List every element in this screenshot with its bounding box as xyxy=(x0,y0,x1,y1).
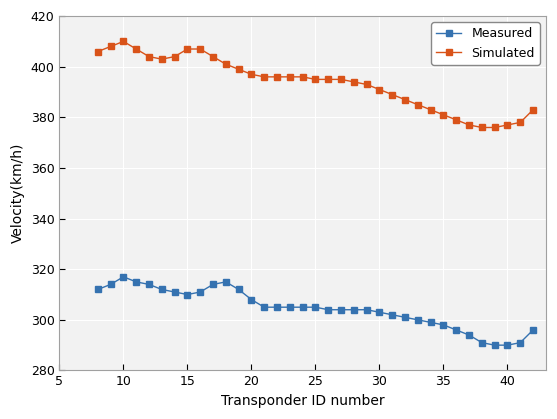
Simulated xyxy=(159,57,165,62)
Measured xyxy=(363,307,370,312)
Measured xyxy=(312,305,319,310)
Measured xyxy=(209,282,216,287)
Simulated xyxy=(312,77,319,82)
Simulated xyxy=(504,122,511,127)
Measured xyxy=(517,340,524,345)
Simulated xyxy=(402,97,408,102)
Measured xyxy=(235,287,242,292)
Measured xyxy=(146,282,153,287)
Simulated xyxy=(453,117,460,122)
Simulated xyxy=(440,112,447,117)
Simulated xyxy=(389,92,395,97)
Simulated xyxy=(466,122,472,127)
Simulated xyxy=(325,77,331,82)
Line: Measured: Measured xyxy=(95,274,536,348)
Simulated xyxy=(491,125,498,130)
Measured xyxy=(273,305,280,310)
Measured xyxy=(504,343,511,348)
Measured xyxy=(261,305,267,310)
Measured xyxy=(222,279,229,285)
Measured xyxy=(286,305,293,310)
Simulated xyxy=(248,72,255,77)
Measured xyxy=(95,287,101,292)
Simulated xyxy=(299,74,306,79)
Simulated xyxy=(120,39,127,44)
Measured xyxy=(466,333,472,338)
Simulated xyxy=(235,67,242,72)
Simulated xyxy=(261,74,267,79)
Measured xyxy=(133,279,140,285)
Measured xyxy=(299,305,306,310)
Simulated xyxy=(209,54,216,59)
Simulated xyxy=(146,54,153,59)
Measured xyxy=(325,307,331,312)
Simulated xyxy=(414,102,421,107)
Measured xyxy=(491,343,498,348)
Simulated xyxy=(478,125,485,130)
Measured xyxy=(389,312,395,317)
Simulated xyxy=(108,44,114,49)
Simulated xyxy=(95,49,101,54)
Measured xyxy=(427,320,434,325)
Measured xyxy=(197,290,203,295)
Measured xyxy=(376,310,383,315)
Measured xyxy=(530,328,536,333)
Simulated xyxy=(133,47,140,52)
Simulated xyxy=(273,74,280,79)
Simulated xyxy=(517,120,524,125)
Y-axis label: Velocity(km/h): Velocity(km/h) xyxy=(11,143,25,243)
Measured xyxy=(172,290,178,295)
Simulated xyxy=(427,107,434,112)
Measured xyxy=(402,315,408,320)
Simulated xyxy=(286,74,293,79)
Simulated xyxy=(172,54,178,59)
Measured xyxy=(184,292,190,297)
Measured xyxy=(414,317,421,322)
X-axis label: Transponder ID number: Transponder ID number xyxy=(221,394,384,408)
Measured xyxy=(120,274,127,279)
Simulated xyxy=(197,47,203,52)
Measured xyxy=(248,297,255,302)
Measured xyxy=(338,307,344,312)
Line: Simulated: Simulated xyxy=(95,39,536,130)
Simulated xyxy=(350,80,357,85)
Simulated xyxy=(184,47,190,52)
Measured xyxy=(350,307,357,312)
Simulated xyxy=(376,87,383,92)
Measured xyxy=(478,340,485,345)
Measured xyxy=(159,287,165,292)
Simulated xyxy=(222,62,229,67)
Simulated xyxy=(530,107,536,112)
Simulated xyxy=(338,77,344,82)
Measured xyxy=(108,282,114,287)
Measured xyxy=(440,322,447,327)
Simulated xyxy=(363,82,370,87)
Legend: Measured, Simulated: Measured, Simulated xyxy=(431,22,540,65)
Measured xyxy=(453,328,460,333)
